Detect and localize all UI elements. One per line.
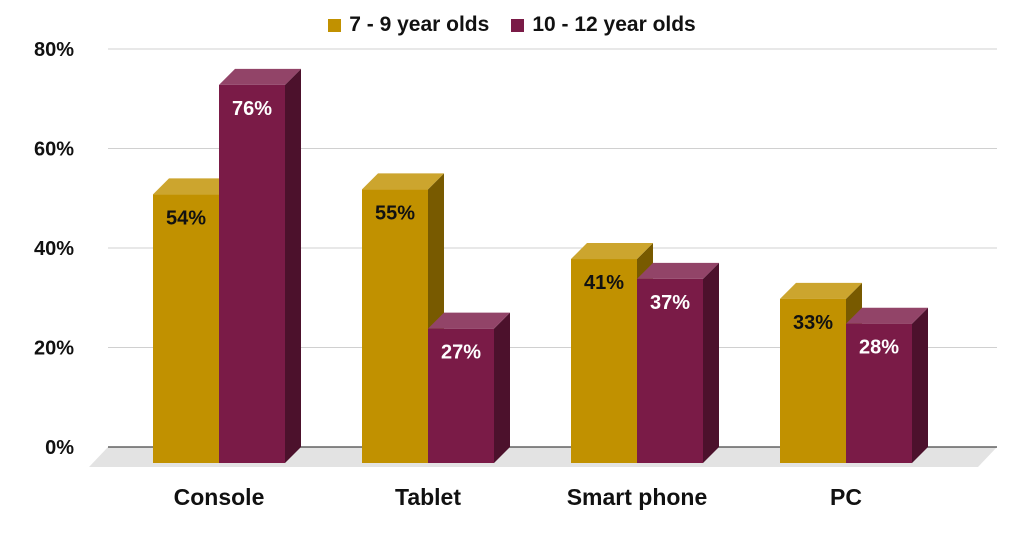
bar [571, 259, 637, 463]
x-tick-label: Console [174, 484, 265, 510]
legend-swatch-series-1 [328, 18, 342, 32]
bar [846, 323, 912, 463]
data-label: 54% [166, 207, 206, 229]
bar [153, 194, 219, 463]
bar-top [846, 307, 928, 324]
data-label: 41% [584, 272, 624, 294]
y-tick-label: 60% [34, 139, 74, 161]
data-label: 28% [859, 337, 899, 359]
y-tick-label: 0% [45, 437, 74, 459]
y-tick-label: 20% [34, 338, 74, 360]
bar-top [153, 178, 235, 195]
data-label: 37% [650, 292, 690, 314]
legend-item-series-2[interactable]: 10 - 12 year olds [511, 13, 696, 37]
bar-top [571, 243, 653, 260]
legend-item-series-1[interactable]: 7 - 9 year olds [328, 13, 489, 37]
legend: 7 - 9 year olds 10 - 12 year olds [0, 13, 1024, 37]
x-tick-label: PC [830, 484, 862, 510]
data-label: 27% [441, 342, 481, 364]
bar-side [912, 307, 928, 463]
bar-top [637, 262, 719, 279]
bar-top [428, 312, 510, 329]
bar [637, 278, 703, 463]
data-label: 55% [375, 202, 415, 224]
bar-side [703, 262, 719, 463]
bar [428, 328, 494, 463]
y-tick-label: 80% [34, 39, 74, 61]
legend-label-series-1: 7 - 9 year olds [349, 13, 490, 36]
bar [219, 84, 285, 464]
bar-side [285, 68, 301, 464]
x-tick-label: Smart phone [567, 484, 708, 510]
x-tick-label: Tablet [395, 484, 461, 510]
bar-top [362, 173, 444, 190]
data-label: 76% [232, 98, 272, 120]
y-tick-label: 40% [34, 238, 74, 260]
legend-swatch-series-2 [511, 18, 525, 32]
data-label: 33% [793, 312, 833, 334]
chart-floor [89, 447, 997, 467]
bar-side [494, 312, 510, 463]
legend-label-series-2: 10 - 12 year olds [532, 13, 696, 36]
bar [780, 298, 846, 463]
bar-top [780, 282, 862, 299]
bar [362, 189, 428, 463]
bar-top [219, 68, 301, 85]
